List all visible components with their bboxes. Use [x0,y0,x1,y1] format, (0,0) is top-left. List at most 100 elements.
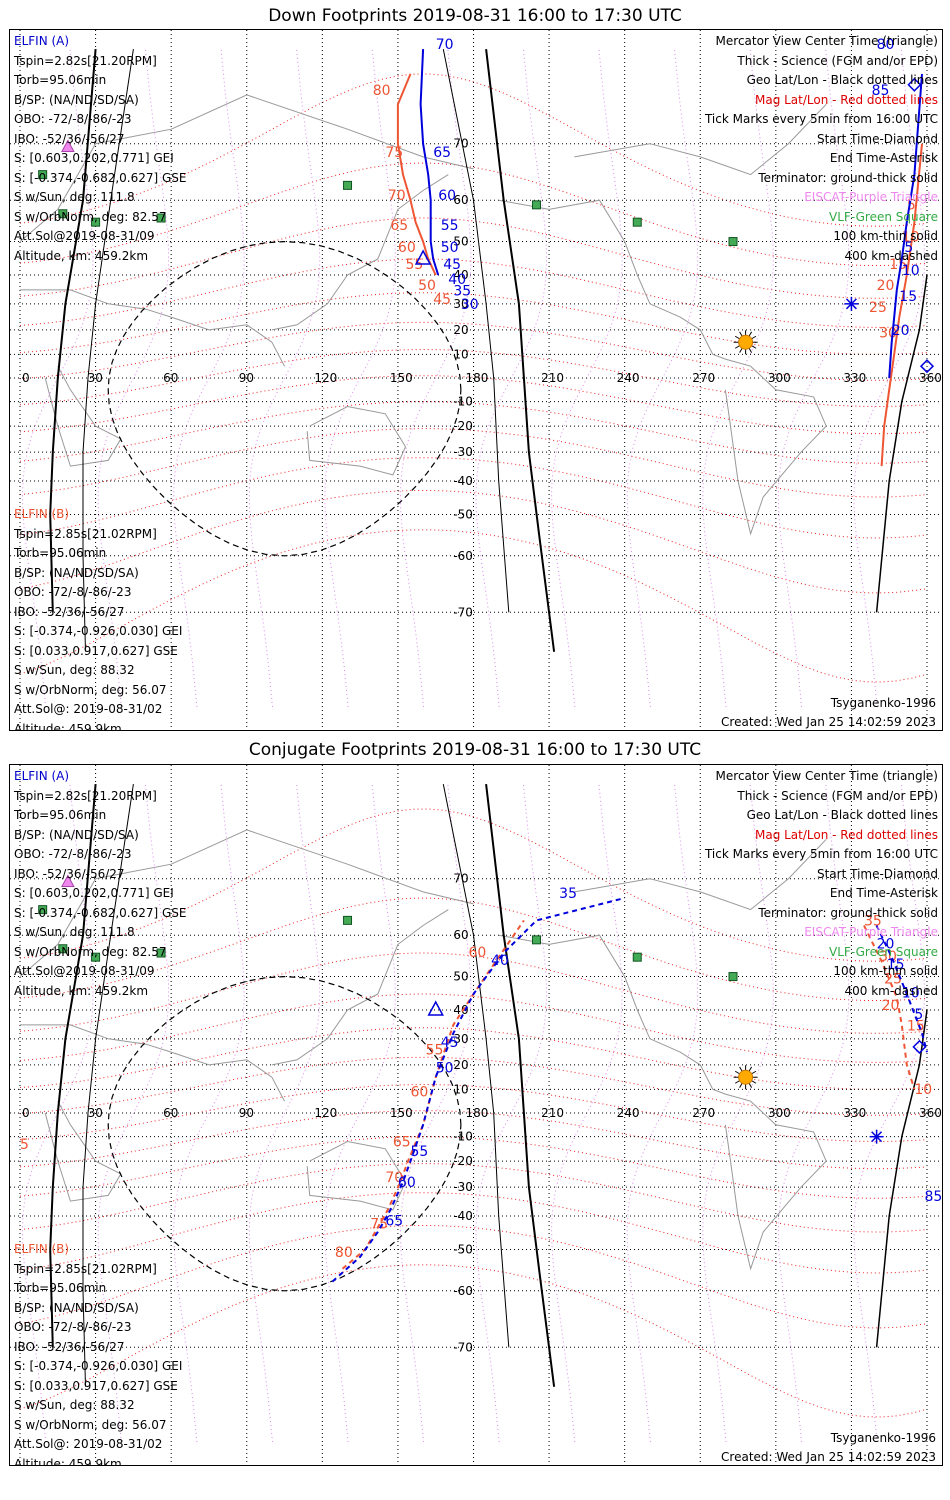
lon-tick-label: 330 [843,1106,866,1120]
probe-b-lines: Tspin=2.85s[21.02RPM] Torb=95.06min B/SP: … [14,1260,183,1466]
lat-tick-label: -20 [453,419,473,433]
info-line: Torb=95.06min [14,546,107,560]
elfin-b-track [875,925,928,1053]
vlf-station [531,200,541,210]
map-canvas: 0 30 60 90 120 150 180 210 240 270 300 330 360706050… [10,765,942,1465]
track-tick-label: 60 [411,1084,429,1100]
vlf-station [531,935,541,945]
legend-item: EISCAT-Purple Triangle [804,925,938,939]
lon-tick-label: 240 [617,1106,640,1120]
track-tick-label: 50 [436,1060,454,1076]
coastline [271,909,449,1066]
elfin-a-mag-track [396,73,437,276]
track-tick-label: 15 [889,257,907,273]
vlf-station [38,905,48,915]
info-line: S w/OrbNorm, deg: 56.07 [14,682,167,697]
lon-tick-label: 120 [314,371,337,385]
lat-tick-label: -10 [453,395,473,409]
info-line: S: [0.603,0.202,0.771] GEI [14,151,174,165]
legend: Mercator View Center Time (triangle) Thic… [705,767,938,1001]
coastline [574,838,827,911]
lon-tick-label: 150 [390,371,413,385]
sun-icon [738,1069,754,1085]
track-tick-label: 65 [393,1134,411,1150]
info-line: S w/OrbNorm, deg: 56.07 [14,1417,167,1432]
lat-tick-label: 70 [453,872,468,886]
elfin-a-track [419,49,440,276]
lon-tick-label: 60 [163,371,178,385]
info-line: Att.Sol@2019-08-31/09 [14,964,155,978]
legend-item: Tick Marks every 5min from 16:00 UTC [704,112,938,126]
terminator [442,784,510,1348]
mag-lon-line [97,49,170,707]
legend-item: End Time-Asterisk [829,886,938,900]
lat-tick-label: 20 [453,323,468,337]
info-line: S: [-0.374,-0.926,0.030] GEI [14,624,183,638]
lat-tick-label: -40 [453,474,473,488]
vlf-station [632,217,642,227]
info-line: OBO: -72/-8/-86/-23 [14,112,132,126]
start-diamond [907,77,922,92]
mag-lon-line [399,49,472,707]
mag-lat-line [19,808,928,962]
probe-b-lines: Tspin=2.85s[21.02RPM] Torb=95.06min B/SP: … [14,525,183,731]
coastline [20,1024,285,1102]
lon-tick-label: 150 [390,1106,413,1120]
track-tick-label: 55 [405,257,423,273]
probe-b-name: ELFIN (B) [14,1242,70,1256]
terminator [49,49,97,613]
track-tick-label: 20 [892,323,910,339]
mag-lon-line [173,784,245,1442]
info-line: S: [-0.374,-0.926,0.030] GEI [14,1359,183,1373]
info-line: S w/Sun, deg: 88.32 [14,1398,135,1412]
mag-lon-line [777,784,850,1442]
track-tick-label: 20 [882,998,900,1014]
info-line: IBO: -52/36/-56/27 [14,866,125,881]
terminator [82,49,134,652]
vlf-station [343,915,353,925]
info-line: S: [0.603,0.202,0.771] GEI [14,886,174,900]
vlf-station [91,952,101,962]
sun-ray [751,1070,757,1075]
coastline [20,289,285,367]
track-tick-label: 60 [398,1175,416,1191]
track-tick-label: 50 [441,240,459,256]
info-line: IBO: -52/36/-56/27 [14,1339,125,1354]
track-tick-label: 25 [869,300,887,316]
track-tick-label: 60 [468,945,486,961]
lat-tick-label: -10 [453,1130,473,1144]
info-line: S: [-0.374,-0.682,0.627] GSE [14,905,187,920]
track-tick-label: 30 [461,297,479,313]
lat-tick-label: 30 [453,297,468,311]
info-line: Att.Sol@2019-08-31/09 [14,229,155,243]
lon-tick-label: 30 [88,1106,103,1120]
probe-a-lines: Tspin=2.82s[21.20RPM] Torb=95.06min B/SP: … [14,787,187,1002]
info-line: Tspin=2.85s[21.02RPM] [14,526,157,541]
vlf-station [728,237,738,247]
lon-tick-label: 300 [768,371,791,385]
vlf-station [58,944,68,954]
legend-item: 100 km-thin solid [833,964,938,978]
info-line: B/SP: (NA/ND/SD/SA) [14,827,139,842]
track-tick-label: 65 [390,218,408,234]
info-line: Altitude: 459.9km [14,721,122,731]
view-center-triangle [414,249,432,265]
mag-lat-line [19,258,928,328]
lon-tick-label: 270 [692,371,715,385]
track-tick-label: 80 [877,37,895,53]
model-label: Tsyganenko-1996 [830,696,936,710]
lat-tick-label: 30 [453,1032,468,1046]
sun-ray [739,348,743,353]
legend-item: 100 km-thin solid [833,229,938,243]
vlf-station [728,972,738,982]
terminator [49,784,97,1348]
coastline [498,934,726,1095]
track-tick-label: 70 [436,37,454,53]
vlf-station [58,209,68,219]
lon-tick-label: 60 [163,1106,178,1120]
info-line: S w/OrbNorm, deg: 82.57 [14,209,167,224]
mag-lon-line [475,784,548,1442]
info-line: Tspin=2.82s[21.20RPM] [14,788,157,803]
legend-item: End Time-Asterisk [829,151,938,165]
mag-lat-line [19,73,928,227]
